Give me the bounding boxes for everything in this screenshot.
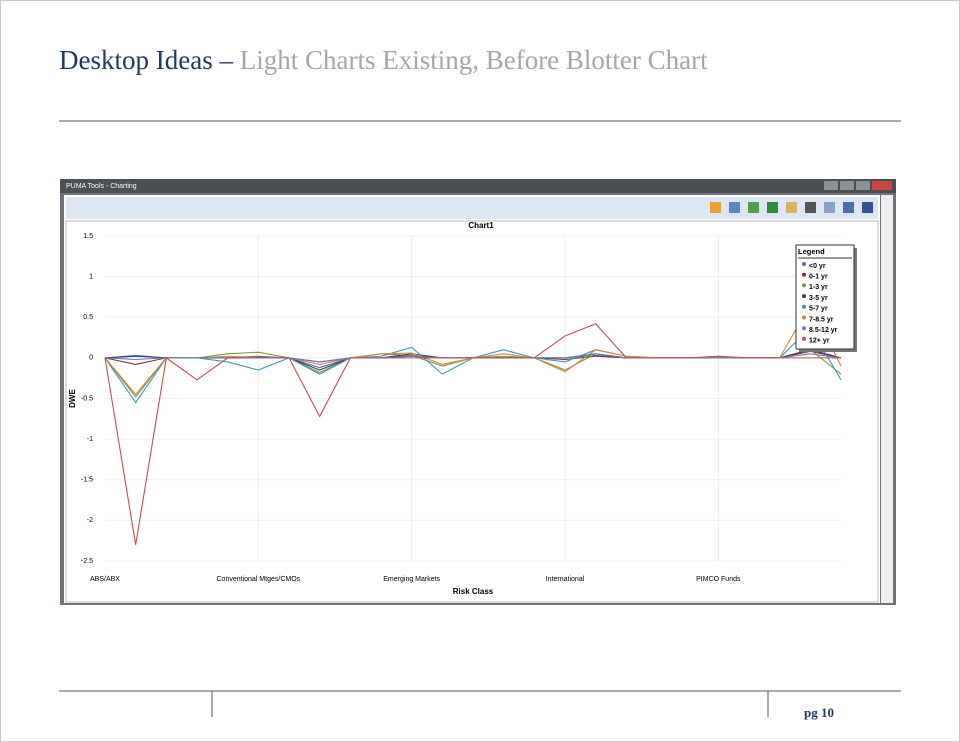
window-title: PUMA Tools - Charting [66, 183, 137, 190]
tool-icon[interactable] [786, 202, 797, 213]
legend-title: Legend [798, 247, 825, 256]
window-button[interactable] [824, 181, 838, 190]
tool-icon[interactable] [805, 202, 816, 213]
legend: Legend <0 yr 0-1 yr 1-3 yr 3-5 yr 5-7 yr 7-8.5… [795, 244, 857, 352]
tool-icon[interactable] [748, 202, 759, 213]
legend-swatch [802, 294, 806, 299]
y-tick-label: 1 [89, 273, 93, 280]
legend-swatch [802, 304, 806, 309]
legend-label: 7-8.5 yr [809, 316, 834, 323]
legend-swatch [802, 272, 806, 277]
legend-swatch [802, 283, 806, 288]
legend-swatch [802, 262, 806, 266]
y-tick-label: -2.5 [81, 558, 93, 565]
x-tick-label: ABS/ABX [90, 576, 120, 583]
toolbar [66, 197, 878, 219]
y-tick-label: -2 [87, 517, 93, 524]
close-button[interactable] [872, 181, 892, 190]
title: Desktop Ideas [59, 45, 213, 75]
y-tick-label: -1.5 [81, 477, 93, 484]
subtitle: Light Charts Existing, Before Blotter Ch… [239, 45, 708, 75]
legend-label: <0 yr [809, 263, 826, 270]
x-tick-label: Emerging Markets [383, 576, 440, 583]
title-bar [60, 179, 896, 193]
x-tick-label: International [546, 576, 585, 583]
x-tick-label: Conventional Mtges/CMOs [217, 576, 301, 583]
tool-icon[interactable] [843, 202, 854, 213]
y-tick-label: -1 [87, 436, 93, 443]
y-tick-label: -0.5 [81, 395, 93, 402]
tool-icon[interactable] [729, 202, 740, 213]
legend-swatch [802, 326, 806, 331]
legend-label: 0-1 yr [809, 274, 828, 281]
legend-label: 12+ yr [809, 338, 830, 345]
legend-label: 8.5-12 yr [809, 327, 838, 334]
legend-label: 1-3 yr [809, 284, 828, 291]
legend-label: 5-7 yr [809, 306, 828, 313]
tool-icon[interactable] [767, 202, 778, 213]
window-button[interactable] [840, 181, 854, 190]
chart-title: Chart1 [468, 221, 494, 230]
legend-swatch [802, 336, 806, 341]
scrollbar[interactable] [881, 195, 893, 603]
page-number: pg 10 [804, 705, 834, 720]
legend-label: 3-5 yr [809, 295, 828, 302]
series-line [104, 323, 841, 545]
legend-swatch [802, 315, 806, 320]
y-tick-label: 0.5 [83, 314, 93, 321]
tool-icon[interactable] [710, 202, 721, 213]
chart-panel [65, 220, 879, 603]
separator: – [219, 45, 233, 75]
y-tick-label: 0 [89, 355, 93, 362]
x-axis-label: Risk Class [453, 587, 494, 596]
window-button[interactable] [856, 181, 870, 190]
x-tick-label: PIMCO Funds [696, 576, 741, 583]
y-axis-label: DWE [68, 389, 77, 408]
slide-title: Desktop Ideas – Light Charts Existing, B… [59, 45, 708, 76]
y-tick-label: 1.5 [83, 233, 93, 240]
tool-icon[interactable] [862, 202, 873, 213]
toolbar-icons [710, 202, 873, 213]
tool-icon[interactable] [824, 202, 835, 213]
